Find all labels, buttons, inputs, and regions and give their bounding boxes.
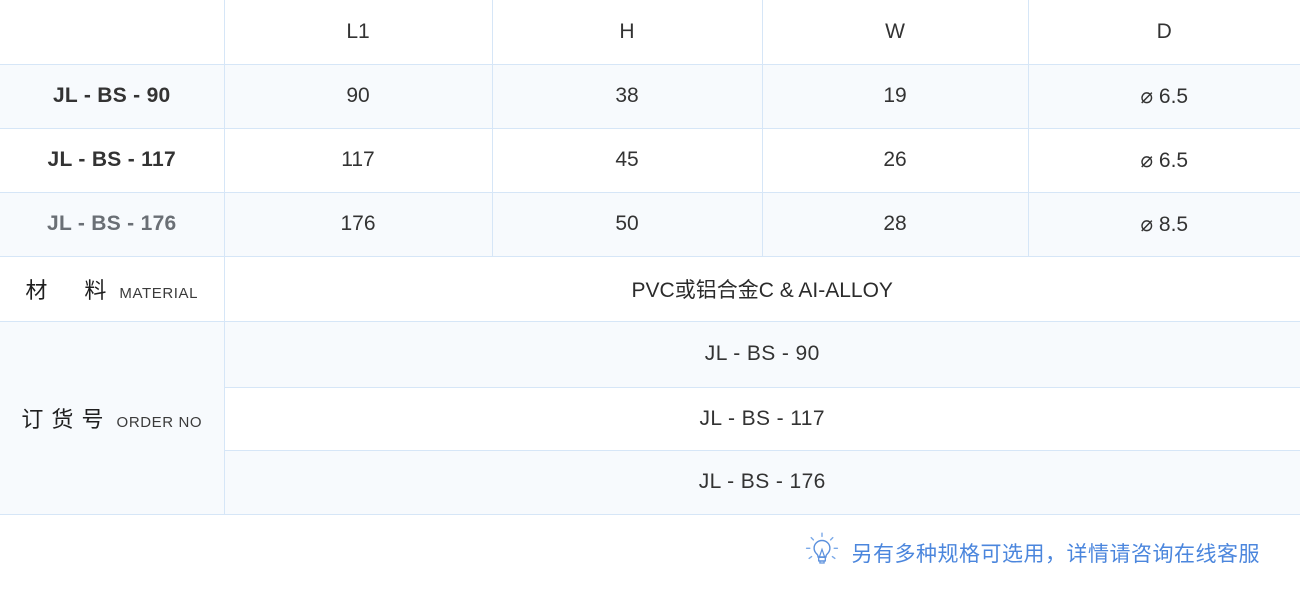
header-cell-l1: L1 bbox=[223, 0, 493, 65]
cell-l1: 90 bbox=[223, 63, 493, 129]
order-label-cn: 订 货 号 bbox=[21, 406, 105, 432]
cell-w: 19 bbox=[761, 63, 1029, 129]
table-header-row: L1 H W D bbox=[0, 0, 1300, 65]
material-value-en: C & AI-ALLOY bbox=[758, 278, 893, 302]
order-row: JL - BS - 117 bbox=[0, 386, 1300, 451]
cell-l1: 117 bbox=[223, 127, 493, 193]
specification-table: L1 H W D JL - BS - 90 90 38 19 ⌀ 6.5 JL … bbox=[0, 0, 1300, 516]
material-label-cell: 材 料 MATERIAL bbox=[0, 255, 225, 322]
order-value-3: JL - BS - 176 bbox=[224, 449, 1300, 516]
cell-h: 38 bbox=[491, 63, 763, 129]
footer-note: 另有多种规格可选用，详情请咨询在线客服 bbox=[802, 530, 1261, 575]
order-label-cell: 订 货 号 ORDER NO bbox=[0, 320, 225, 516]
cell-model: JL - BS - 90 bbox=[0, 63, 225, 129]
order-value-1: JL - BS - 90 bbox=[223, 320, 1300, 388]
cell-h: 45 bbox=[491, 127, 763, 193]
material-row: 材 料 MATERIAL PVC或铝合金C & AI-ALLOY bbox=[0, 255, 1300, 322]
header-cell-model bbox=[0, 0, 225, 65]
lightbulb-icon bbox=[802, 530, 842, 575]
material-label-cn-2: 料 bbox=[84, 277, 108, 303]
table-row: JL - BS - 90 90 38 19 ⌀ 6.5 bbox=[0, 63, 1300, 129]
material-label-cn-1: 材 bbox=[25, 277, 49, 303]
cell-l1: 176 bbox=[223, 191, 493, 257]
table-row: JL - BS - 117 117 45 26 ⌀ 6.5 bbox=[0, 127, 1300, 193]
table-row: JL - BS - 176 176 50 28 ⌀ 8.5 bbox=[0, 191, 1300, 257]
order-label-en: ORDER NO bbox=[116, 413, 203, 431]
cell-model: JL - BS - 117 bbox=[0, 127, 225, 193]
material-label-en: MATERIAL bbox=[119, 284, 199, 302]
header-cell-h: H bbox=[491, 0, 763, 65]
header-cell-w: W bbox=[761, 0, 1029, 65]
cell-d: ⌀ 6.5 bbox=[1027, 63, 1300, 129]
cell-w: 26 bbox=[761, 127, 1029, 193]
material-value-cn: PVC或铝合金 bbox=[631, 278, 759, 302]
order-row: JL - BS - 176 bbox=[0, 449, 1300, 516]
order-row: 订 货 号 ORDER NO JL - BS - 90 bbox=[0, 320, 1300, 516]
cell-d: ⌀ 6.5 bbox=[1027, 127, 1300, 193]
cell-w: 28 bbox=[761, 191, 1029, 257]
order-value-2: JL - BS - 117 bbox=[224, 386, 1300, 451]
cell-h: 50 bbox=[491, 191, 763, 257]
header-cell-d: D bbox=[1027, 0, 1300, 65]
note-text: 另有多种规格可选用，详情请咨询在线客服 bbox=[851, 542, 1260, 566]
cell-d: ⌀ 8.5 bbox=[1027, 191, 1300, 257]
cell-model: JL - BS - 176 bbox=[0, 191, 225, 257]
material-value-cell: PVC或铝合金C & AI-ALLOY bbox=[223, 255, 1300, 322]
